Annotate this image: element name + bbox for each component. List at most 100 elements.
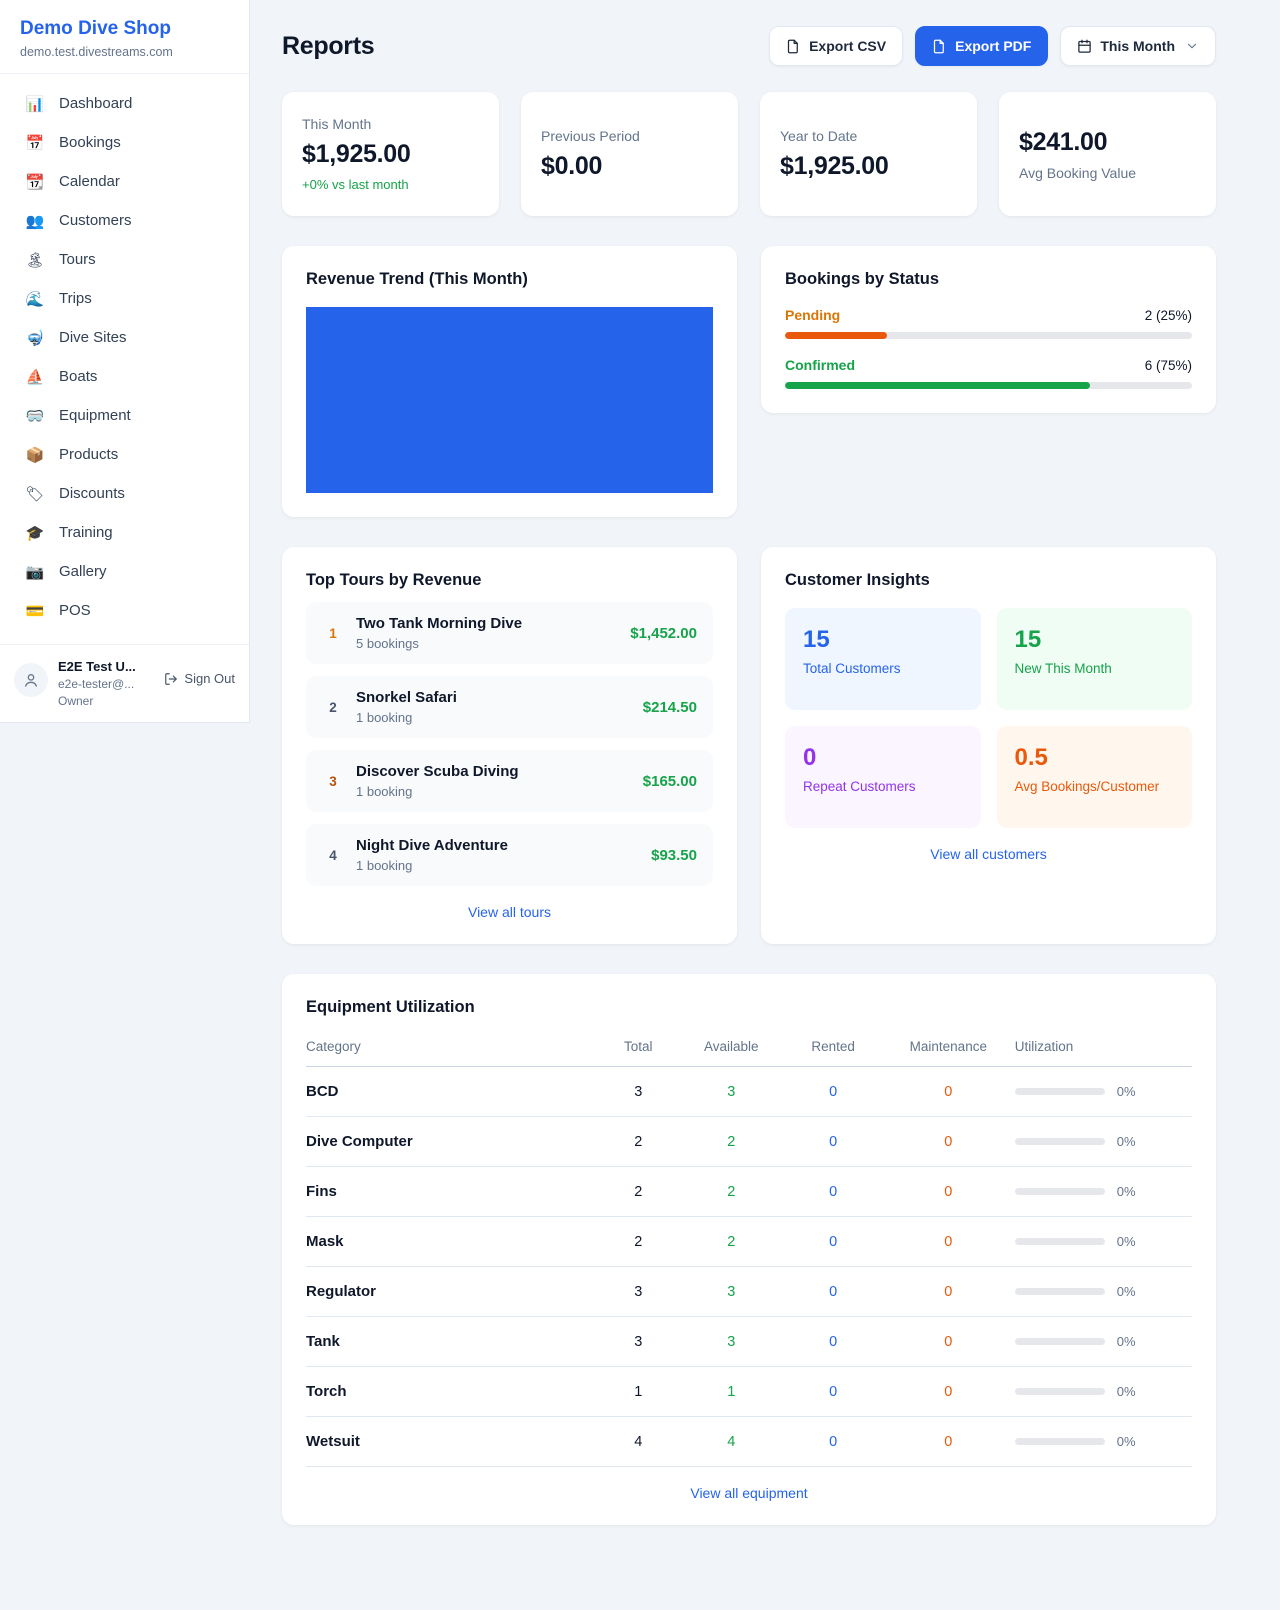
tour-list-item[interactable]: 2 Snorkel Safari 1 booking $214.50 [306,676,713,738]
status-row-confirmed: Confirmed 6 (75%) [785,357,1192,389]
status-row-pending: Pending 2 (25%) [785,307,1192,339]
cell-available: 2 [678,1116,785,1167]
table-header-row: Category Total Available Rented Maintena… [306,1029,1192,1067]
cell-category: Dive Computer [306,1116,599,1167]
shop-header: Demo Dive Shop demo.test.divestreams.com [0,0,249,74]
sign-out-icon [165,672,178,685]
user-icon [25,674,37,687]
tile-label: Total Customers [803,661,901,676]
main-content: Reports Export CSV Export PDF This Month [250,0,1280,1585]
cell-available: 3 [678,1316,785,1367]
sidebar-item-equipment[interactable]: 🥽 Equipment [0,396,249,435]
tour-bookings: 1 booking [356,784,413,799]
page-header: Reports Export CSV Export PDF This Month [282,26,1216,66]
tour-info: Two Tank Morning Dive 5 bookings [356,615,522,651]
tour-list-item[interactable]: 1 Two Tank Morning Dive 5 bookings $1,45… [306,602,713,664]
bookings-icon: 📅 [25,134,45,152]
sidebar-item-bookings[interactable]: 📅 Bookings [0,123,249,162]
tour-name: Night Dive Adventure [356,837,508,854]
cell-category: Wetsuit [306,1416,599,1467]
gallery-icon: 📷 [25,563,45,581]
cell-category: Regulator [306,1266,599,1317]
tour-revenue: $1,452.00 [630,624,697,642]
sidebar-item-gallery[interactable]: 📷 Gallery [0,552,249,591]
sidebar-item-dashboard[interactable]: 📊 Dashboard [0,84,249,123]
equipment-table: Category Total Available Rented Maintena… [306,1029,1192,1467]
sidebar-item-pos[interactable]: 💳 POS [0,591,249,630]
bookings-by-status-card: Bookings by Status Pending 2 (25%) Confi… [761,246,1216,413]
view-all-tours-link[interactable]: View all tours [306,904,713,920]
stat-value: $241.00 [1019,127,1108,156]
tours-icon: 🏝 [25,251,45,269]
cell-available: 3 [678,1066,785,1117]
utilization-percent: 0% [1116,1084,1136,1099]
charts-row: Revenue Trend (This Month) Bookings by S… [282,246,1216,517]
training-icon: 🎓 [25,524,45,542]
tour-list-item[interactable]: 4 Night Dive Adventure 1 booking $93.50 [306,824,713,886]
cell-utilization: 0% [1014,1166,1192,1217]
cell-maintenance: 0 [881,1216,1015,1267]
sidebar-item-label: Boats [59,368,98,385]
column-header-category: Category [306,1029,599,1067]
stat-delta: +0% vs last month [302,177,409,192]
utilization-percent: 0% [1116,1384,1136,1399]
sidebar-item-tours[interactable]: 🏝 Tours [0,240,249,279]
tile-value: 0 [803,744,817,771]
tour-bookings: 1 booking [356,858,413,873]
rank-badge: 3 [329,773,337,789]
utilization-bar [1014,1238,1105,1245]
utilization-bar [1014,1138,1105,1145]
tour-list-item[interactable]: 3 Discover Scuba Diving 1 booking $165.0… [306,750,713,812]
cell-maintenance: 0 [881,1266,1015,1317]
equipment-utilization-title: Equipment Utilization [306,998,475,1016]
sidebar-item-label: Trips [59,290,92,307]
sidebar-item-customers[interactable]: 👥 Customers [0,201,249,240]
cell-maintenance: 0 [881,1316,1015,1367]
cell-utilization: 0% [1014,1316,1192,1367]
sidebar-item-dive-sites[interactable]: 🤿 Dive Sites [0,318,249,357]
sidebar: Demo Dive Shop demo.test.divestreams.com… [0,0,250,723]
cell-utilization: 0% [1014,1116,1192,1167]
cell-utilization: 0% [1014,1266,1192,1317]
view-all-customers-link[interactable]: View all customers [785,846,1192,862]
sidebar-item-products[interactable]: 📦 Products [0,435,249,474]
sidebar-item-discounts[interactable]: 🏷 Discounts [0,474,249,513]
cell-total: 4 [598,1416,679,1467]
revenue-trend-card: Revenue Trend (This Month) [282,246,737,517]
cell-maintenance: 0 [881,1116,1015,1167]
table-row: Torch 1 1 0 0 0% [306,1366,1192,1417]
equipment-icon: 🥽 [25,407,45,425]
sidebar-item-label: Dashboard [59,95,133,112]
period-selector[interactable]: This Month [1060,26,1216,66]
top-tours-card: Top Tours by Revenue 1 Two Tank Morning … [282,547,737,944]
stat-value: $1,925.00 [302,140,411,168]
cell-available: 2 [678,1216,785,1267]
stat-card-this-month: This Month $1,925.00 +0% vs last month [282,92,499,216]
dashboard-icon: 📊 [25,95,45,113]
view-all-equipment-link[interactable]: View all equipment [306,1485,1192,1501]
cell-category: Mask [306,1216,599,1267]
sidebar-item-label: Tours [59,251,96,268]
cell-rented: 0 [784,1216,882,1267]
customer-insights-card: Customer Insights 15 Total Customers 15 … [761,547,1216,944]
discounts-icon: 🏷 [25,485,45,503]
cell-maintenance: 0 [881,1066,1015,1117]
table-row: Mask 2 2 0 0 0% [306,1216,1192,1267]
utilization-percent: 0% [1116,1184,1136,1199]
sidebar-item-boats[interactable]: ⛵ Boats [0,357,249,396]
period-label: This Month [1100,38,1175,54]
insights-row: Top Tours by Revenue 1 Two Tank Morning … [282,547,1216,944]
sidebar-item-training[interactable]: 🎓 Training [0,513,249,552]
column-header-rented: Rented [784,1029,882,1067]
table-row: Dive Computer 2 2 0 0 0% [306,1116,1192,1167]
sign-out-button[interactable]: Sign Out [164,671,235,686]
tile-new-this-month: 15 New This Month [996,608,1192,710]
status-head: Pending 2 (25%) [785,307,1192,323]
sidebar-item-trips[interactable]: 🌊 Trips [0,279,249,318]
cell-maintenance: 0 [881,1166,1015,1217]
sidebar-item-calendar[interactable]: 📆 Calendar [0,162,249,201]
sidebar-item-label: Discounts [59,485,125,502]
utilization-bar [1014,1288,1105,1295]
export-csv-button[interactable]: Export CSV [769,26,904,66]
export-pdf-button[interactable]: Export PDF [915,26,1049,66]
